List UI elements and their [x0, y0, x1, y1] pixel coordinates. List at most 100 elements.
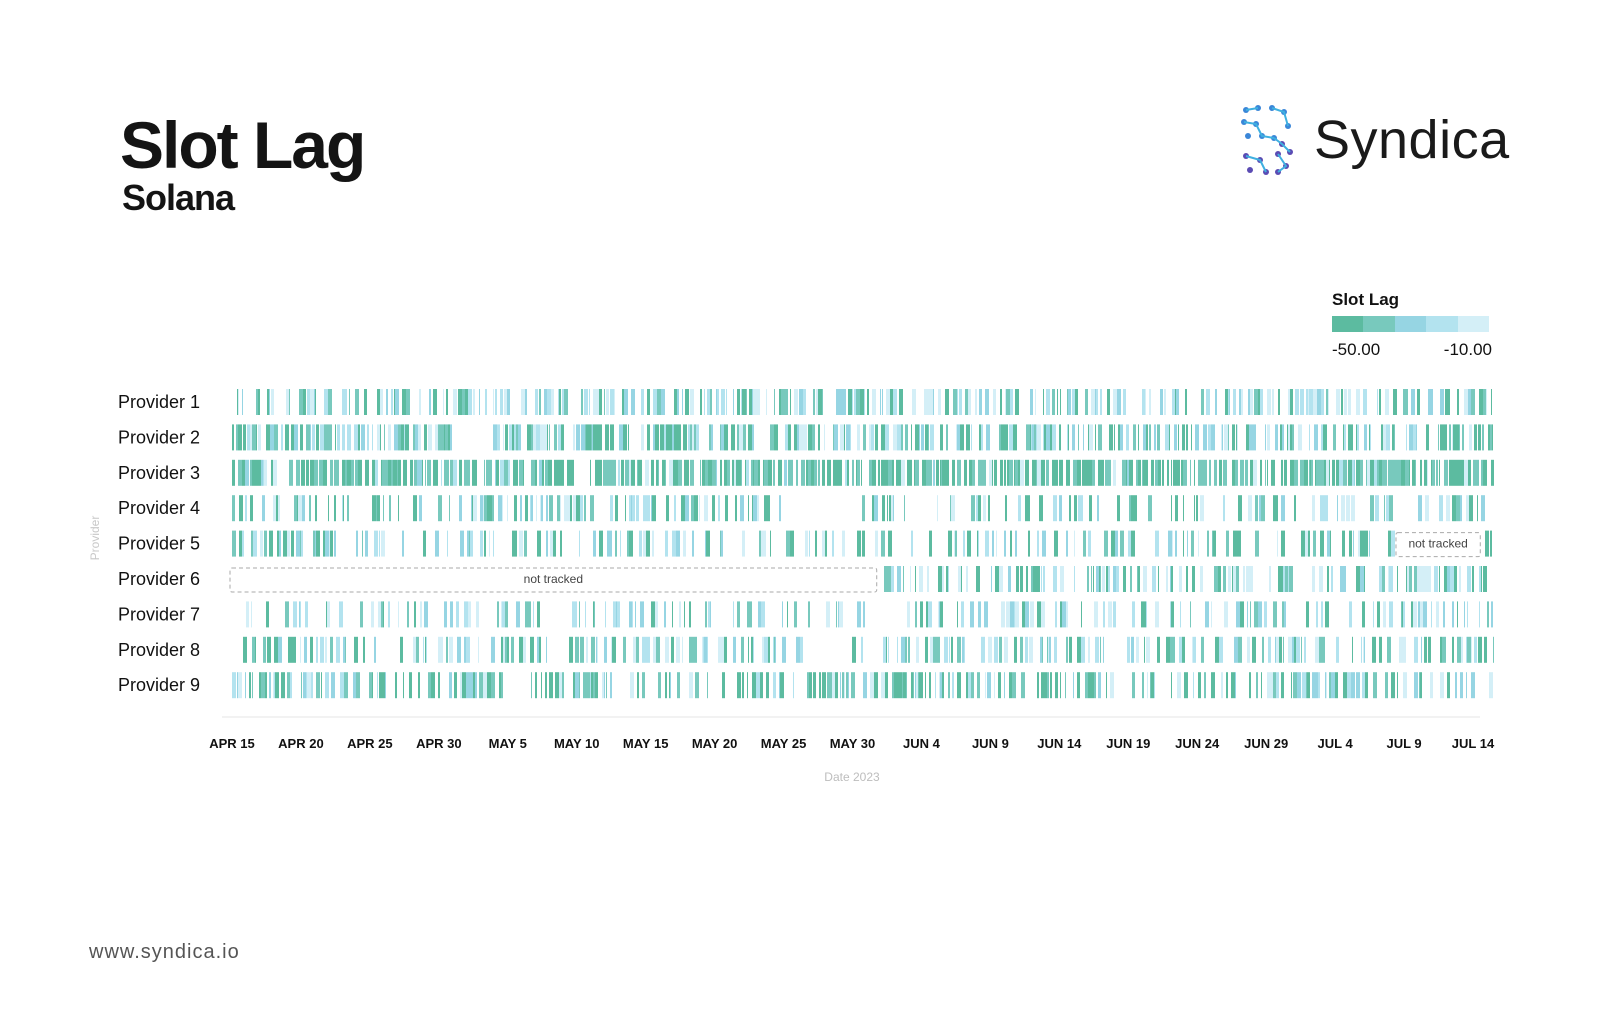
heat-cell — [242, 459, 245, 486]
heat-cell — [593, 672, 595, 699]
heat-cell — [1141, 601, 1143, 628]
heat-cell — [704, 636, 707, 663]
heat-cell — [808, 601, 810, 628]
heat-cell — [564, 389, 566, 415]
heat-cell — [689, 636, 693, 663]
heat-cell — [287, 530, 290, 557]
heat-cell — [363, 636, 365, 663]
heat-cell — [1001, 601, 1005, 628]
heat-cell — [465, 389, 468, 415]
heat-cell — [1025, 495, 1029, 522]
heat-cell — [1138, 459, 1141, 486]
heat-cell — [640, 601, 644, 628]
heat-cell — [1059, 424, 1060, 451]
heat-cell — [1088, 459, 1092, 486]
heat-cell — [983, 495, 986, 522]
heat-cell — [778, 459, 782, 486]
heat-cell — [1273, 672, 1276, 699]
heat-cell — [724, 636, 727, 663]
heat-cell — [596, 424, 600, 451]
heat-cell — [1282, 424, 1284, 451]
heat-cell — [473, 672, 475, 699]
heat-cell — [937, 495, 938, 522]
heat-cell — [1485, 530, 1489, 557]
heat-cell — [1274, 601, 1276, 628]
heat-cell — [389, 459, 391, 486]
heat-cell — [449, 672, 452, 699]
heat-cell — [870, 672, 874, 699]
heat-cell — [1041, 459, 1045, 486]
heat-cell — [415, 424, 418, 451]
heat-cell — [929, 530, 932, 557]
heat-cell — [1460, 459, 1464, 486]
heat-cell — [581, 424, 585, 451]
heat-cell — [1158, 566, 1159, 592]
row-label: Provider 8 — [118, 640, 200, 660]
heat-cell — [642, 672, 645, 699]
heat-cell — [1306, 601, 1309, 628]
legend-max-label: -10.00 — [1443, 340, 1492, 359]
heat-cell — [299, 601, 300, 628]
heat-cell — [462, 389, 465, 415]
heat-cell — [1455, 424, 1459, 451]
heat-cell — [423, 636, 424, 663]
heat-cell — [1268, 636, 1271, 663]
heat-cell — [1235, 672, 1236, 699]
heat-cell — [1298, 424, 1302, 451]
heat-cell — [424, 601, 428, 628]
heat-cell — [1276, 672, 1279, 699]
heat-cell — [512, 530, 513, 557]
heat-cell — [1308, 389, 1309, 415]
heat-cell — [1428, 636, 1431, 663]
heat-cell — [911, 424, 912, 451]
heat-cell — [1420, 566, 1424, 592]
heat-cell — [1074, 495, 1077, 522]
heat-cell — [977, 672, 980, 699]
heat-cell — [1389, 601, 1393, 628]
heat-cell — [875, 530, 878, 557]
heat-cell — [558, 389, 559, 415]
heat-cell — [1349, 601, 1352, 628]
heat-cell — [559, 459, 560, 486]
heat-cell — [547, 424, 548, 451]
heat-cell — [924, 389, 928, 415]
footer-url[interactable]: www.syndica.io — [89, 941, 240, 963]
heat-cell — [1113, 566, 1116, 592]
heat-cell — [914, 459, 915, 486]
heat-cell — [580, 495, 583, 522]
heat-cell — [484, 495, 487, 522]
heat-cell — [395, 459, 397, 486]
x-tick-label: APR 25 — [347, 736, 393, 751]
heat-cell — [1479, 389, 1483, 415]
heat-cell — [985, 389, 989, 415]
heat-cell — [674, 389, 677, 415]
heat-cell — [647, 389, 650, 415]
heat-cell — [1464, 459, 1468, 486]
heat-cell — [456, 601, 459, 628]
heat-cell — [1265, 424, 1266, 451]
heat-cell — [915, 459, 919, 486]
heat-cell — [479, 389, 480, 415]
heat-cell — [246, 601, 249, 628]
heat-cell — [1383, 424, 1386, 451]
heat-cell — [1339, 459, 1343, 486]
heat-cell — [1055, 672, 1058, 699]
x-tick-label: MAY 15 — [623, 736, 669, 751]
heat-cell — [664, 601, 666, 628]
heat-cell — [1418, 601, 1420, 628]
heat-cell — [822, 389, 823, 415]
heat-cell — [377, 672, 378, 699]
heat-cell — [1001, 424, 1004, 451]
heat-cell — [531, 424, 533, 451]
heat-cell — [604, 389, 605, 415]
heat-cell — [963, 424, 964, 451]
heat-cell — [275, 672, 278, 699]
heat-cell — [727, 459, 730, 486]
heat-cell — [1348, 389, 1350, 415]
heat-cell — [1142, 672, 1144, 699]
heat-cell — [457, 636, 461, 663]
heat-cell — [676, 530, 680, 557]
heat-cell — [1057, 389, 1058, 415]
heat-cell — [1417, 566, 1420, 592]
heat-cell — [1326, 672, 1327, 699]
